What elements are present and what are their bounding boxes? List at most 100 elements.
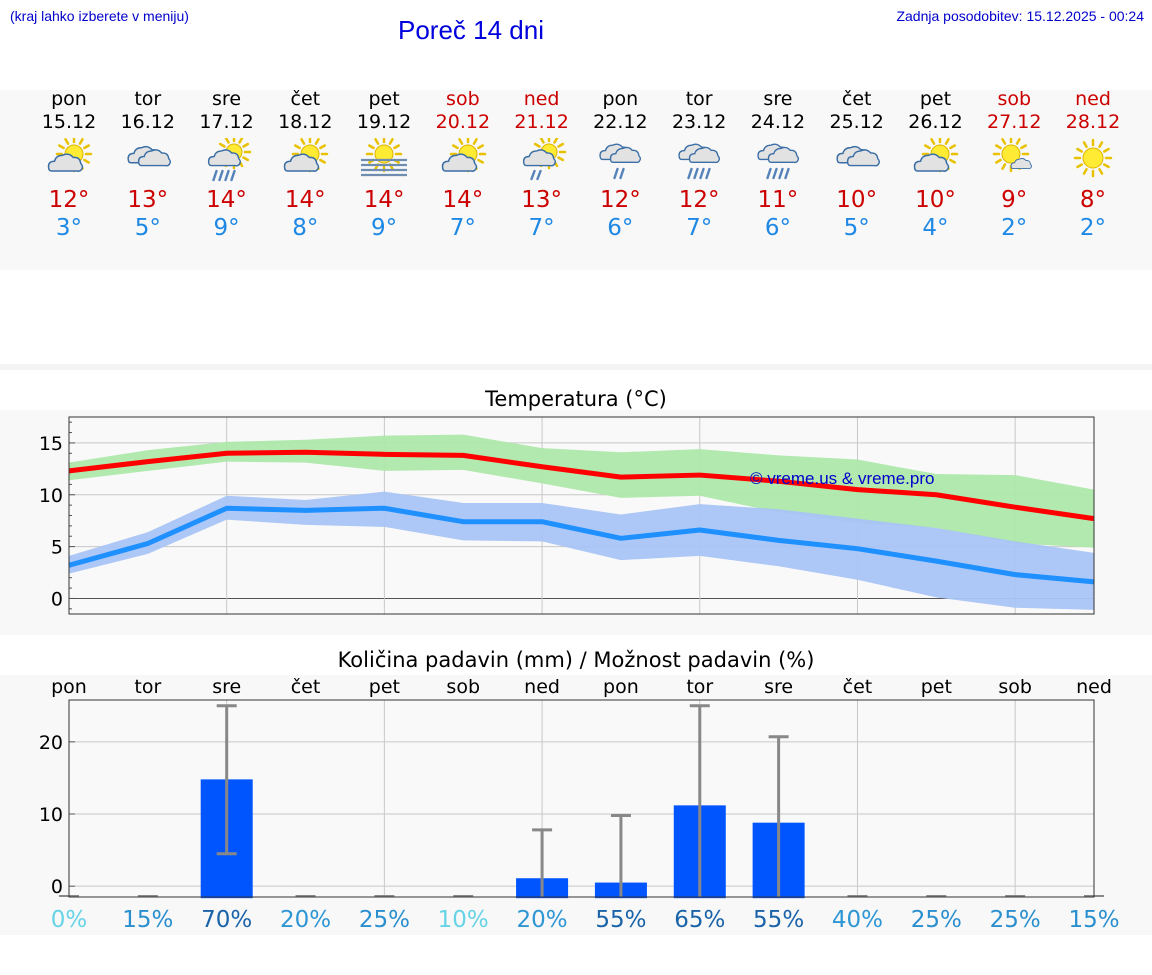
day-label: pet — [369, 676, 400, 698]
max-temperature: 12° — [599, 187, 641, 213]
min-temperature: 6° — [764, 215, 791, 241]
min-temperature: 6° — [607, 215, 634, 241]
day-name: sob — [446, 88, 480, 110]
plot-frame — [68, 699, 1095, 898]
day-name: sre — [763, 88, 793, 110]
day-name: pon — [51, 88, 87, 110]
day-date: 26.12 — [908, 111, 963, 133]
error-bar — [689, 704, 710, 897]
min-temperature: 5° — [134, 215, 161, 241]
max-temperature: 10° — [836, 187, 878, 213]
day-column: čet 18.12 14° 8° — [265, 88, 345, 242]
precipitation-probability: 10% — [438, 907, 489, 933]
max-temperature-line — [68, 449, 1095, 522]
y-tick-label: 20 — [39, 732, 63, 754]
day-column: čet 25.12 10° 5° — [817, 88, 897, 242]
temperature-chart-title: Temperatura (°C) — [485, 387, 667, 411]
weather-icon — [914, 138, 959, 173]
max-temperature: 8° — [1079, 187, 1107, 213]
max-temperature: 14° — [442, 187, 484, 213]
day-label: sre — [212, 676, 241, 698]
precipitation-probability: 25% — [359, 907, 410, 933]
day-date: 27.12 — [987, 111, 1042, 133]
min-temperature: 5° — [843, 215, 870, 241]
cloud-rain-icon — [757, 143, 799, 180]
day-name: tor — [685, 88, 713, 110]
day-name: pon — [602, 88, 639, 110]
precipitation-chart-title: Količina padavin (mm) / Možnost padavin … — [337, 648, 815, 672]
forecast-band — [0, 90, 1152, 270]
day-date: 25.12 — [829, 111, 884, 133]
y-tick-label: 5 — [51, 537, 63, 559]
day-label: tor — [134, 676, 161, 698]
precipitation-probability: 15% — [122, 907, 173, 933]
min-temperature: 2° — [1079, 215, 1107, 241]
day-label: pet — [921, 676, 952, 698]
day-name: čet — [841, 88, 872, 110]
precipitation-probability: 55% — [595, 907, 646, 933]
day-column: ned 21.12 13° 7° — [502, 88, 582, 242]
precipitation-probability: 15% — [1068, 907, 1119, 933]
day-date: 17.12 — [199, 111, 254, 133]
y-tick-label: 0 — [51, 588, 63, 610]
precipitation-probability: 70% — [201, 907, 252, 933]
cloud-light-rain-icon — [599, 143, 642, 180]
day-column: tor 23.12 12° 7° — [659, 88, 739, 242]
plot-frame — [68, 416, 1095, 615]
weather-icon — [599, 143, 642, 180]
y-tick-label: 10 — [39, 804, 63, 826]
min-temperature: 9° — [371, 215, 398, 241]
max-temperature: 14° — [206, 187, 247, 213]
day-name: ned — [523, 88, 560, 110]
min-temperature-line — [68, 505, 1095, 585]
min-temperature: 7° — [449, 215, 476, 241]
weather-icon — [361, 138, 408, 177]
weather-icon — [1073, 138, 1113, 178]
last-update: Zadnja posodobitev: 15.12.2025 - 00:24 — [896, 8, 1144, 24]
day-name: sob — [997, 88, 1032, 110]
day-date: 24.12 — [750, 111, 806, 133]
max-temperature: 12° — [48, 187, 90, 213]
day-label: ned — [524, 676, 560, 698]
error-bar — [216, 704, 237, 856]
weather-icon — [836, 145, 880, 167]
error-bar — [768, 735, 789, 897]
day-column: pet 26.12 10° 4° — [895, 88, 975, 242]
day-date: 20.12 — [435, 111, 491, 133]
sun-fog-icon — [361, 138, 408, 177]
day-label: čet — [291, 676, 321, 698]
min-temperature: 7° — [686, 215, 713, 241]
day-label: ned — [1076, 676, 1112, 698]
precipitation-probability: 55% — [753, 907, 804, 933]
sun-icon — [1073, 138, 1113, 178]
sun-cloud-icon — [441, 138, 487, 173]
max-temperature: 13° — [127, 187, 169, 213]
min-temperature: 4° — [922, 215, 949, 241]
day-date: 18.12 — [278, 111, 333, 133]
weather-icon — [127, 145, 171, 167]
temperature-chart: 0 5 10 15 © vreme.us & vreme.pro — [39, 416, 1095, 615]
day-column: pon 22.12 12° 6° — [580, 88, 660, 242]
precipitation-chart: pon tor sre čet pet sob ned pon tor sre čet pet sob n… — [39, 676, 1120, 933]
day-name: ned — [1075, 88, 1111, 110]
weather-icon — [47, 138, 93, 173]
day-label: pon — [51, 676, 87, 698]
max-temperature: 13° — [521, 187, 562, 213]
error-bar — [610, 813, 631, 897]
precipitation-probability: 25% — [990, 907, 1041, 933]
min-temperature: 3° — [55, 215, 83, 241]
day-name: pet — [368, 88, 400, 110]
min-temperature: 8° — [292, 215, 319, 241]
day-column: sob 20.12 14° 7° — [423, 88, 503, 242]
precipitation-probability: 0% — [51, 907, 88, 933]
y-tick-label: 0 — [51, 876, 63, 898]
precipitation-probability: 65% — [674, 907, 725, 933]
precipitation-probability: 20% — [517, 907, 568, 933]
precipitation-probability: 25% — [911, 907, 962, 933]
day-column: sre 24.12 11° 6° — [738, 88, 818, 242]
sun-cloud-rain-icon — [207, 138, 251, 182]
day-column: ned 28.12 8° 2° — [1053, 88, 1133, 242]
precipitation-probability: 40% — [832, 907, 883, 933]
max-temperature: 14° — [363, 187, 405, 213]
y-tick-label: 10 — [39, 485, 63, 507]
